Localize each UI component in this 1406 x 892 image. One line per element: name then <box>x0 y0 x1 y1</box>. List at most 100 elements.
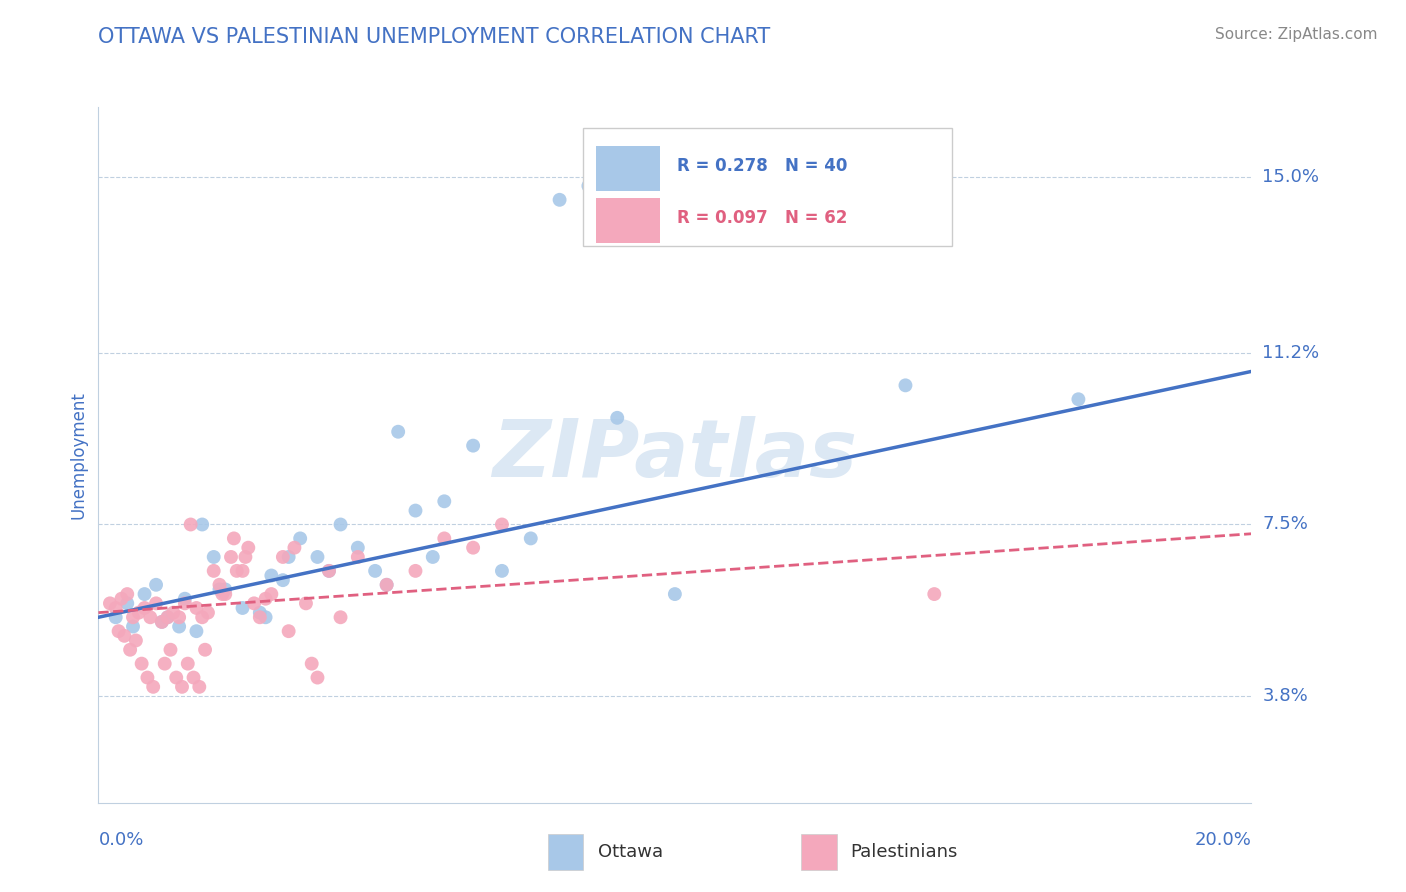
Point <box>180 517 202 532</box>
Point <box>405 564 427 578</box>
Point <box>202 549 225 564</box>
Point <box>170 680 193 694</box>
Point <box>260 587 283 601</box>
Point <box>122 619 145 633</box>
Point <box>249 606 271 620</box>
Point <box>110 591 132 606</box>
Text: Palestinians: Palestinians <box>851 843 957 861</box>
Point <box>606 410 628 425</box>
Text: Ottawa: Ottawa <box>598 843 662 861</box>
Point <box>548 193 571 207</box>
Point <box>249 610 271 624</box>
Point <box>150 615 173 629</box>
Point <box>120 642 142 657</box>
Point <box>208 578 231 592</box>
Point <box>329 610 352 624</box>
Point <box>134 601 156 615</box>
Point <box>159 642 181 657</box>
Point <box>238 541 260 555</box>
Point <box>153 657 176 671</box>
Point <box>139 610 162 624</box>
Point <box>924 587 946 601</box>
Point <box>271 573 294 587</box>
Point <box>104 601 127 615</box>
Point <box>125 633 148 648</box>
Point <box>461 541 484 555</box>
Text: 7.5%: 7.5% <box>1263 516 1309 533</box>
Point <box>318 564 340 578</box>
Point <box>894 378 917 392</box>
Point <box>197 606 219 620</box>
Point <box>183 671 205 685</box>
Point <box>664 587 686 601</box>
Point <box>422 549 444 564</box>
Point <box>214 582 236 597</box>
Point <box>117 587 138 601</box>
Text: OTTAWA VS PALESTINIAN UNEMPLOYMENT CORRELATION CHART: OTTAWA VS PALESTINIAN UNEMPLOYMENT CORRE… <box>98 27 770 46</box>
Point <box>387 425 409 439</box>
Point <box>174 591 197 606</box>
FancyBboxPatch shape <box>596 198 659 243</box>
Y-axis label: Unemployment: Unemployment <box>69 391 87 519</box>
Point <box>271 549 294 564</box>
Point <box>346 549 368 564</box>
Point <box>231 601 254 615</box>
Point <box>122 610 145 624</box>
Text: R = 0.278   N = 40: R = 0.278 N = 40 <box>678 157 848 175</box>
Point <box>491 517 513 532</box>
Point <box>254 610 277 624</box>
Point <box>225 564 247 578</box>
Point <box>177 657 200 671</box>
Text: 0.0%: 0.0% <box>98 830 143 848</box>
Point <box>364 564 387 578</box>
Point <box>150 615 173 629</box>
Point <box>174 596 197 610</box>
Point <box>301 657 323 671</box>
Point <box>318 564 340 578</box>
FancyBboxPatch shape <box>596 145 659 191</box>
Text: R = 0.097   N = 62: R = 0.097 N = 62 <box>678 209 848 227</box>
Point <box>186 601 208 615</box>
Point <box>1067 392 1090 407</box>
Point <box>98 596 121 610</box>
Text: Source: ZipAtlas.com: Source: ZipAtlas.com <box>1215 27 1378 42</box>
Point <box>520 532 543 546</box>
Point <box>131 657 153 671</box>
Text: ZIPatlas: ZIPatlas <box>492 416 858 494</box>
Point <box>211 587 233 601</box>
Point <box>222 532 245 546</box>
Point <box>260 568 283 582</box>
Point <box>283 541 305 555</box>
Point <box>107 624 129 639</box>
Point <box>433 532 456 546</box>
Point <box>219 549 242 564</box>
Point <box>156 610 179 624</box>
Point <box>165 671 187 685</box>
Text: 11.2%: 11.2% <box>1263 344 1320 362</box>
Point <box>375 578 398 592</box>
Point <box>243 596 266 610</box>
Point <box>461 439 484 453</box>
Point <box>191 517 214 532</box>
Point <box>202 564 225 578</box>
Text: 15.0%: 15.0% <box>1263 168 1319 186</box>
Point <box>136 671 159 685</box>
Point <box>346 541 368 555</box>
Point <box>491 564 513 578</box>
Point <box>156 610 179 624</box>
Point <box>295 596 318 610</box>
Point <box>191 610 214 624</box>
Point <box>576 178 599 193</box>
Point <box>329 517 352 532</box>
Point <box>162 606 184 620</box>
Point <box>277 549 299 564</box>
Point <box>188 680 211 694</box>
Point <box>142 680 165 694</box>
Point <box>145 596 167 610</box>
Point <box>104 610 127 624</box>
Point <box>134 587 156 601</box>
Point <box>167 610 190 624</box>
Point <box>307 549 329 564</box>
Point <box>231 564 254 578</box>
Point <box>194 642 217 657</box>
